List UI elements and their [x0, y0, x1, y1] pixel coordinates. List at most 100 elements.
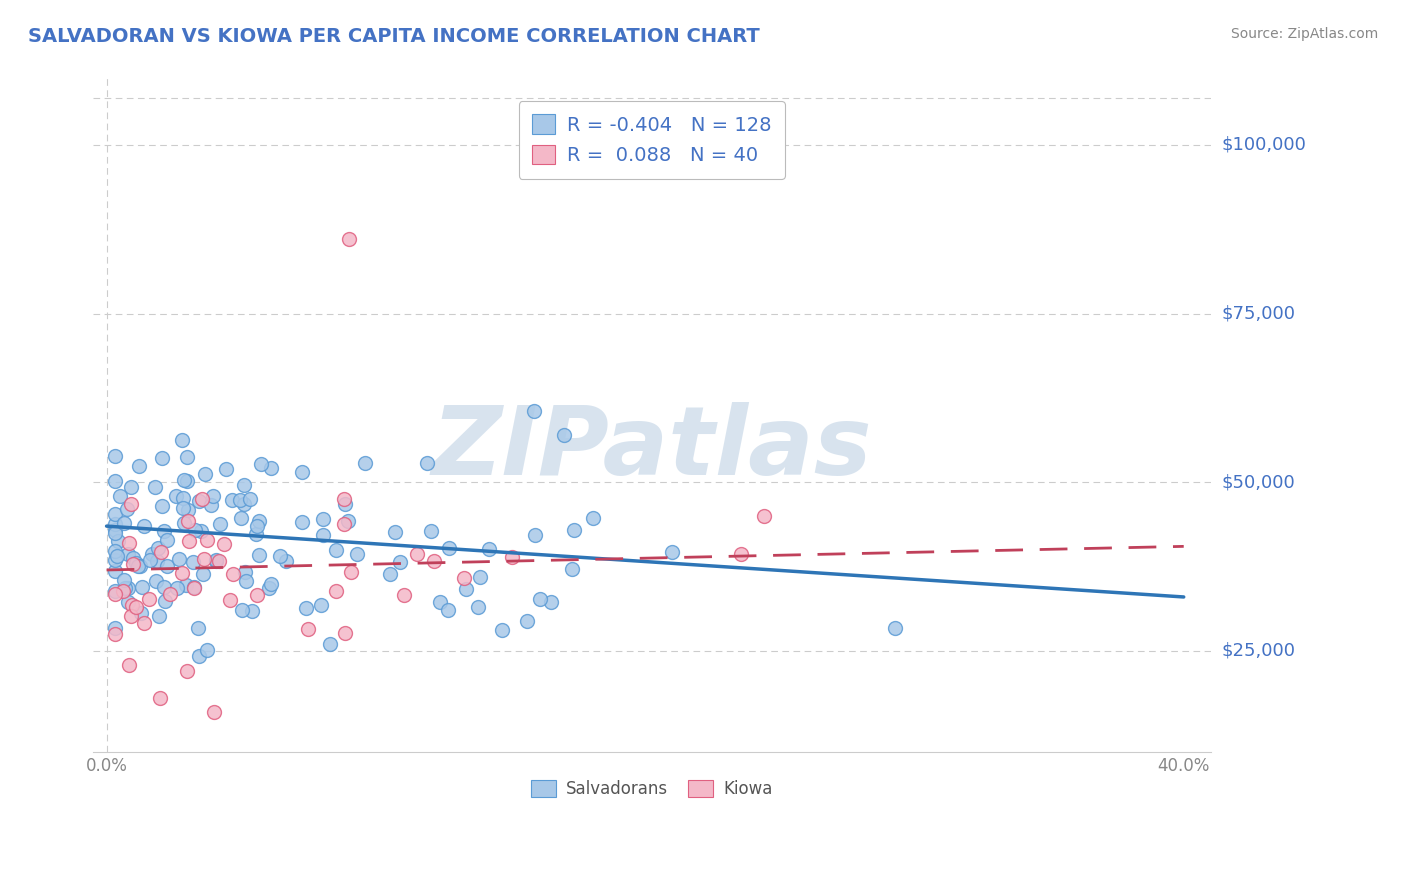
Point: [516, 614, 538, 628]
Point: [194, 467, 217, 482]
Point: [208, 517, 231, 532]
Point: [312, 512, 335, 526]
Point: [337, 232, 360, 246]
Point: [420, 524, 443, 538]
Point: [156, 559, 179, 574]
Point: [104, 584, 127, 599]
Point: [454, 582, 477, 596]
Point: [193, 552, 215, 566]
Point: [247, 548, 270, 562]
Point: [191, 491, 214, 506]
Point: [155, 594, 177, 608]
Point: [104, 524, 127, 538]
Point: [214, 462, 236, 476]
Point: [165, 489, 187, 503]
Point: [150, 450, 173, 465]
Point: [149, 691, 172, 706]
Point: [208, 554, 231, 568]
Point: [159, 587, 181, 601]
Point: [128, 459, 150, 474]
Point: [183, 555, 205, 569]
Point: [540, 594, 562, 608]
Point: [491, 624, 513, 638]
Point: [132, 518, 155, 533]
Point: [152, 580, 174, 594]
Point: [120, 479, 142, 493]
Point: [276, 554, 298, 568]
Point: [437, 541, 460, 555]
Point: [150, 499, 173, 513]
Point: [416, 456, 439, 470]
Point: [200, 498, 222, 512]
Point: [150, 545, 173, 559]
Point: [309, 599, 332, 613]
Point: [176, 450, 198, 465]
Point: [112, 516, 135, 531]
Point: [117, 594, 139, 608]
Point: [173, 473, 195, 487]
Text: $100,000: $100,000: [1222, 136, 1306, 154]
Point: [346, 547, 368, 561]
Point: [104, 517, 127, 532]
Text: $50,000: $50,000: [1222, 474, 1295, 491]
Point: [333, 491, 356, 506]
Point: [120, 497, 142, 511]
Point: [562, 523, 585, 537]
Point: [423, 554, 446, 568]
Point: [104, 449, 127, 463]
Point: [436, 603, 458, 617]
Point: [104, 544, 127, 558]
Point: [405, 547, 427, 561]
Point: [114, 581, 136, 595]
Point: [384, 524, 406, 539]
Point: [582, 511, 605, 525]
Point: [561, 561, 583, 575]
Point: [240, 604, 263, 618]
Point: [177, 503, 200, 517]
Text: $75,000: $75,000: [1222, 304, 1296, 323]
Point: [501, 549, 523, 564]
Point: [117, 581, 139, 595]
Point: [380, 567, 402, 582]
Point: [176, 474, 198, 488]
Point: [523, 403, 546, 417]
Point: [233, 478, 256, 492]
Point: [195, 533, 218, 547]
Point: [173, 516, 195, 530]
Point: [127, 559, 149, 574]
Point: [183, 581, 205, 595]
Point: [311, 527, 333, 541]
Point: [467, 599, 489, 614]
Point: [104, 564, 127, 578]
Point: [250, 458, 273, 472]
Point: [219, 593, 242, 607]
Point: [325, 543, 347, 558]
Point: [205, 553, 228, 567]
Point: [319, 637, 342, 651]
Point: [104, 474, 127, 488]
Point: [172, 491, 194, 506]
Point: [183, 580, 205, 594]
Point: [188, 493, 211, 508]
Point: [221, 492, 243, 507]
Point: [108, 489, 131, 503]
Point: [146, 554, 169, 568]
Point: [141, 548, 163, 562]
Point: [170, 566, 193, 581]
Point: [129, 607, 152, 621]
Point: [121, 551, 143, 566]
Point: [172, 500, 194, 515]
Point: [124, 556, 146, 570]
Point: [339, 565, 361, 579]
Point: [184, 524, 207, 538]
Point: [177, 533, 200, 548]
Point: [120, 609, 142, 624]
Point: [524, 528, 547, 542]
Point: [221, 566, 243, 581]
Point: [529, 592, 551, 607]
Point: [335, 498, 357, 512]
Point: [212, 537, 235, 551]
Point: [195, 643, 218, 657]
Point: [112, 583, 135, 598]
Point: [239, 492, 262, 507]
